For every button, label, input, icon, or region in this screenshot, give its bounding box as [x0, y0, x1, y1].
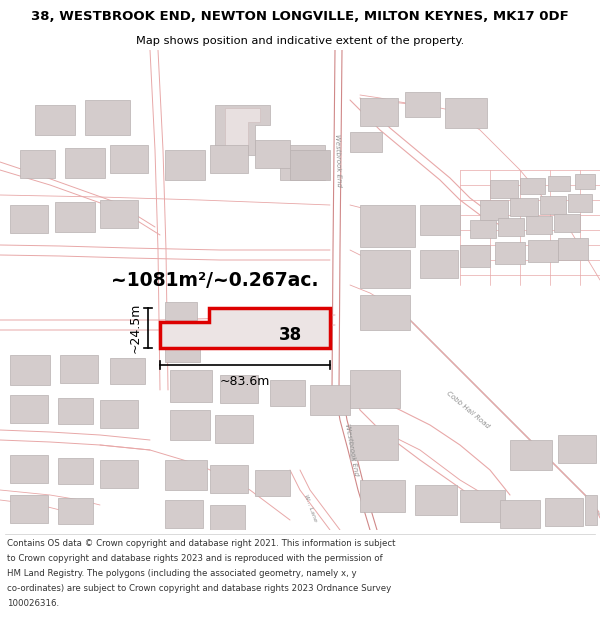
Bar	[520, 178, 545, 194]
Text: 38, WESTBROOK END, NEWTON LONGVILLE, MILTON KEYNES, MK17 0DF: 38, WESTBROOK END, NEWTON LONGVILLE, MIL…	[31, 10, 569, 23]
Bar	[558, 238, 588, 260]
Bar	[220, 375, 258, 403]
Polygon shape	[215, 105, 270, 155]
Bar	[10, 395, 48, 423]
Bar	[60, 355, 98, 383]
Bar	[210, 465, 248, 493]
Bar	[545, 498, 583, 526]
Text: 38: 38	[278, 326, 302, 344]
Bar	[165, 340, 200, 362]
Bar	[360, 250, 410, 288]
Bar	[500, 500, 540, 528]
Bar	[350, 132, 382, 152]
Bar	[568, 194, 592, 212]
Bar	[58, 458, 93, 484]
Bar	[575, 174, 595, 189]
Bar	[490, 180, 518, 198]
Polygon shape	[225, 108, 260, 152]
Polygon shape	[160, 308, 330, 348]
Bar	[58, 498, 93, 524]
Bar	[100, 400, 138, 428]
Bar	[360, 480, 405, 512]
Bar	[460, 245, 490, 267]
Bar	[460, 490, 505, 522]
Bar	[420, 205, 460, 235]
Bar	[55, 202, 95, 232]
Text: Cobb Hall Road: Cobb Hall Road	[445, 391, 491, 429]
Text: co-ordinates) are subject to Crown copyright and database rights 2023 Ordnance S: co-ordinates) are subject to Crown copyr…	[7, 584, 391, 593]
Text: W... Lane: W... Lane	[303, 494, 317, 522]
Bar	[10, 455, 48, 483]
Bar	[215, 415, 253, 443]
Bar	[165, 500, 203, 528]
Bar	[65, 148, 105, 178]
Bar	[480, 200, 508, 220]
Bar	[85, 100, 130, 135]
Bar	[165, 150, 205, 180]
Text: Contains OS data © Crown copyright and database right 2021. This information is : Contains OS data © Crown copyright and d…	[7, 539, 395, 548]
Bar	[290, 150, 330, 180]
Bar	[165, 302, 197, 320]
Bar	[415, 485, 457, 515]
Bar	[100, 460, 138, 488]
Bar	[10, 205, 48, 233]
Text: to Crown copyright and database rights 2023 and is reproduced with the permissio: to Crown copyright and database rights 2…	[7, 554, 383, 563]
Bar	[350, 370, 400, 408]
Bar	[210, 145, 248, 173]
Bar	[420, 250, 458, 278]
Bar	[585, 495, 597, 525]
Bar	[510, 440, 552, 470]
Bar	[165, 460, 207, 490]
Bar	[255, 140, 290, 168]
Bar	[20, 150, 55, 178]
Bar	[445, 98, 487, 128]
Text: ~24.5m: ~24.5m	[129, 302, 142, 353]
Bar	[10, 495, 48, 523]
Bar	[498, 218, 524, 236]
Bar	[470, 220, 496, 238]
Text: HM Land Registry. The polygons (including the associated geometry, namely x, y: HM Land Registry. The polygons (includin…	[7, 569, 356, 578]
Bar	[210, 505, 245, 531]
Bar	[310, 385, 350, 415]
Bar	[110, 145, 148, 173]
Bar	[405, 92, 440, 117]
Bar	[526, 216, 552, 234]
Bar	[10, 355, 50, 385]
Bar	[528, 240, 558, 262]
Bar	[495, 242, 525, 264]
Bar	[360, 295, 410, 330]
Bar	[170, 370, 212, 402]
Bar	[558, 435, 596, 463]
Text: ~1081m²/~0.267ac.: ~1081m²/~0.267ac.	[111, 271, 319, 289]
Bar	[255, 470, 290, 496]
Bar	[360, 98, 398, 126]
Bar	[270, 380, 305, 406]
Bar	[100, 200, 138, 228]
Bar	[540, 196, 566, 214]
Text: Westbrook End: Westbrook End	[344, 423, 359, 477]
Text: 100026316.: 100026316.	[7, 599, 59, 608]
Bar	[280, 145, 325, 180]
Text: ~83.6m: ~83.6m	[220, 375, 270, 388]
Bar	[35, 105, 75, 135]
Bar	[554, 214, 580, 232]
Bar	[58, 398, 93, 424]
Bar	[510, 198, 538, 216]
Bar	[350, 425, 398, 460]
Text: Map shows position and indicative extent of the property.: Map shows position and indicative extent…	[136, 36, 464, 46]
Bar	[170, 410, 210, 440]
Bar	[548, 176, 570, 191]
Bar	[360, 205, 415, 247]
Text: Westbrook End: Westbrook End	[334, 133, 342, 187]
Bar	[110, 358, 145, 384]
